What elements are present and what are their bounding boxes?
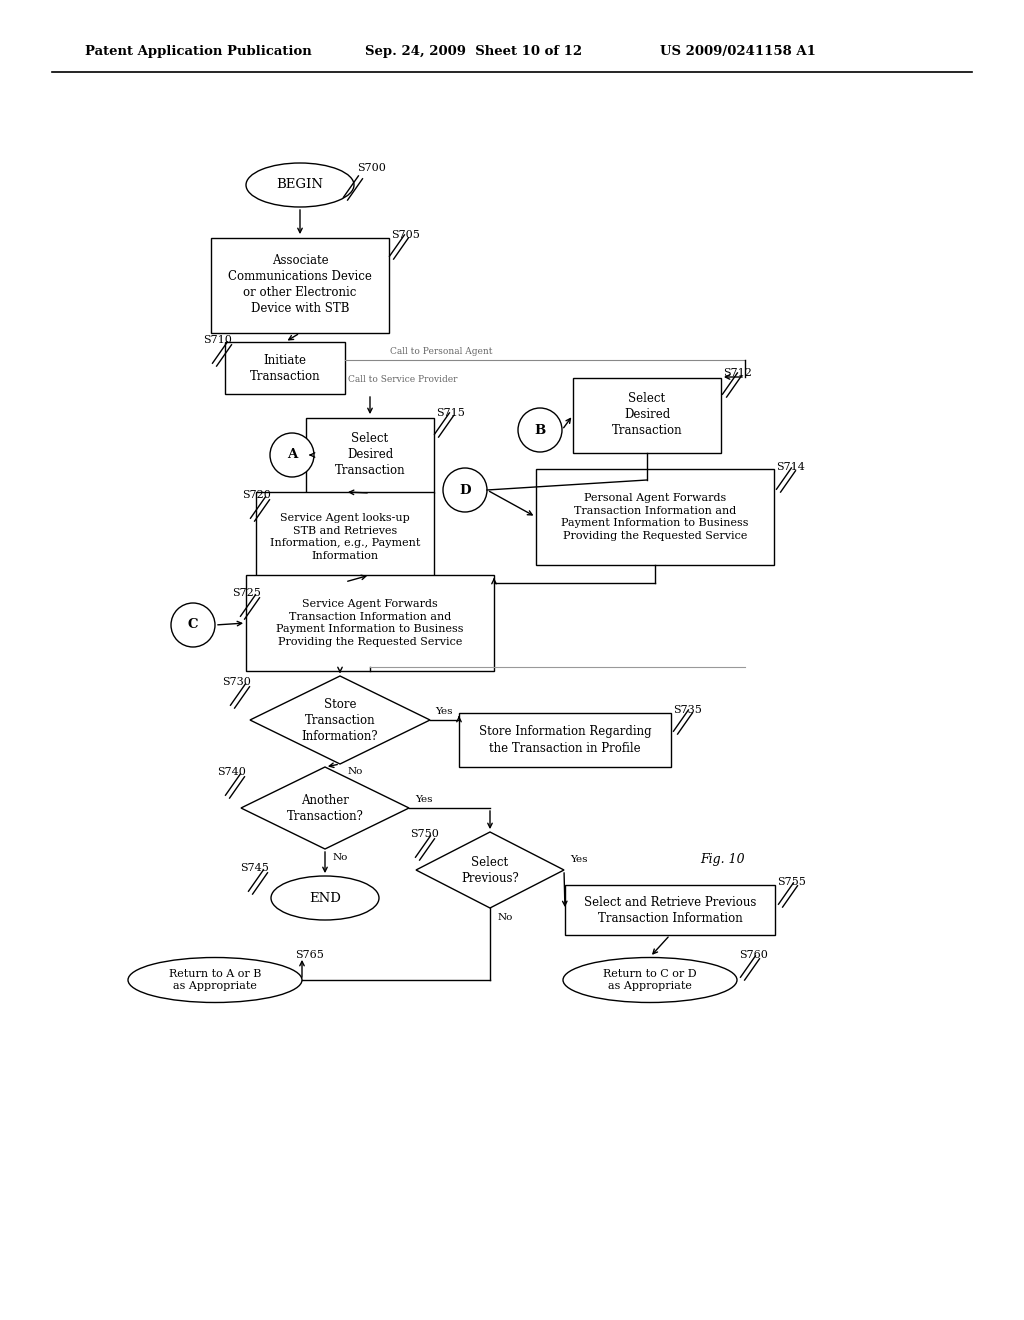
Text: END: END <box>309 891 341 904</box>
Text: A: A <box>287 449 297 462</box>
Circle shape <box>270 433 314 477</box>
Text: S700: S700 <box>357 162 386 173</box>
Text: S730: S730 <box>222 677 251 686</box>
Circle shape <box>443 469 487 512</box>
FancyBboxPatch shape <box>211 238 389 333</box>
Text: Yes: Yes <box>570 855 588 865</box>
Text: Service Agent Forwards
Transaction Information and
Payment Information to Busine: Service Agent Forwards Transaction Infor… <box>276 599 464 647</box>
Ellipse shape <box>563 957 737 1002</box>
Polygon shape <box>416 832 564 908</box>
Text: S735: S735 <box>673 705 701 715</box>
Text: Select
Desired
Transaction: Select Desired Transaction <box>611 392 682 437</box>
Text: S760: S760 <box>739 950 768 960</box>
Polygon shape <box>250 676 430 764</box>
Text: No: No <box>348 767 364 776</box>
Text: S725: S725 <box>232 587 261 598</box>
Text: Yes: Yes <box>415 795 432 804</box>
Circle shape <box>171 603 215 647</box>
Text: S712: S712 <box>723 368 752 378</box>
Text: S720: S720 <box>242 490 271 500</box>
Text: Select and Retrieve Previous
Transaction Information: Select and Retrieve Previous Transaction… <box>584 895 756 924</box>
FancyBboxPatch shape <box>225 342 345 393</box>
FancyBboxPatch shape <box>536 469 774 565</box>
Polygon shape <box>241 767 409 849</box>
Circle shape <box>518 408 562 451</box>
Text: S715: S715 <box>436 408 465 418</box>
Text: Patent Application Publication: Patent Application Publication <box>85 45 311 58</box>
Text: D: D <box>459 483 471 496</box>
Text: US 2009/0241158 A1: US 2009/0241158 A1 <box>660 45 816 58</box>
Ellipse shape <box>271 876 379 920</box>
Text: Initiate
Transaction: Initiate Transaction <box>250 354 321 383</box>
Text: Call to Personal Agent: Call to Personal Agent <box>390 347 493 356</box>
Text: S714: S714 <box>776 462 805 473</box>
Text: BEGIN: BEGIN <box>276 178 324 191</box>
Text: S705: S705 <box>391 230 420 240</box>
Text: Call to Service Provider: Call to Service Provider <box>348 375 458 384</box>
Text: Sep. 24, 2009  Sheet 10 of 12: Sep. 24, 2009 Sheet 10 of 12 <box>365 45 582 58</box>
Text: Yes: Yes <box>435 706 453 715</box>
Text: S755: S755 <box>777 876 806 887</box>
Text: S765: S765 <box>295 950 324 960</box>
Text: B: B <box>535 424 546 437</box>
Text: Service Agent looks-up
STB and Retrieves
Information, e.g., Payment
Information: Service Agent looks-up STB and Retrieves… <box>269 513 420 561</box>
Text: Return to A or B
as Appropriate: Return to A or B as Appropriate <box>169 969 261 991</box>
FancyBboxPatch shape <box>246 576 494 671</box>
Text: Another
Transaction?: Another Transaction? <box>287 793 364 822</box>
Ellipse shape <box>246 162 354 207</box>
Text: Store Information Regarding
the Transaction in Profile: Store Information Regarding the Transact… <box>478 726 651 755</box>
Text: Select
Desired
Transaction: Select Desired Transaction <box>335 433 406 478</box>
FancyBboxPatch shape <box>573 378 721 453</box>
Text: No: No <box>333 854 348 862</box>
Text: Select
Previous?: Select Previous? <box>461 855 519 884</box>
Text: Store
Transaction
Information?: Store Transaction Information? <box>302 697 378 742</box>
FancyBboxPatch shape <box>306 417 434 492</box>
Text: S740: S740 <box>217 767 246 777</box>
FancyBboxPatch shape <box>459 713 671 767</box>
FancyBboxPatch shape <box>565 884 775 935</box>
Text: S745: S745 <box>240 863 269 873</box>
Ellipse shape <box>128 957 302 1002</box>
FancyBboxPatch shape <box>256 492 434 582</box>
Text: S710: S710 <box>203 335 231 345</box>
Text: Return to C or D
as Appropriate: Return to C or D as Appropriate <box>603 969 696 991</box>
Text: Fig. 10: Fig. 10 <box>700 854 744 866</box>
Text: C: C <box>187 619 199 631</box>
Text: No: No <box>498 913 513 923</box>
Text: S750: S750 <box>410 829 439 840</box>
Text: Associate
Communications Device
or other Electronic
Device with STB: Associate Communications Device or other… <box>228 255 372 315</box>
Text: Personal Agent Forwards
Transaction Information and
Payment Information to Busin: Personal Agent Forwards Transaction Info… <box>561 494 749 541</box>
